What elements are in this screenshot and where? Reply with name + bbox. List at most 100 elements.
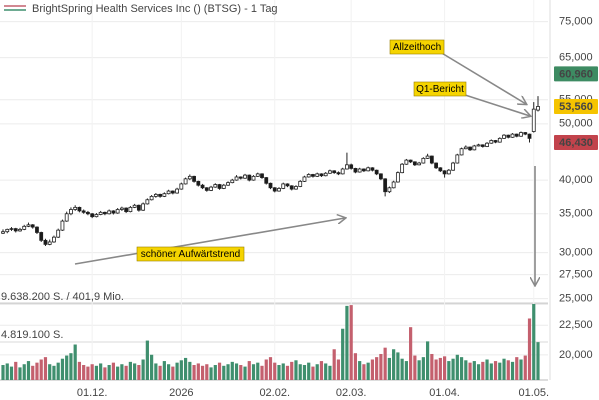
volume-bar bbox=[65, 355, 69, 380]
volume-bar bbox=[519, 359, 523, 380]
volume-bar bbox=[133, 363, 137, 380]
candle-body bbox=[387, 187, 392, 193]
candle-body bbox=[238, 176, 243, 179]
candle-body bbox=[311, 174, 315, 177]
volume-bar bbox=[43, 357, 48, 380]
volume-bar bbox=[154, 363, 158, 380]
volume-bar bbox=[14, 361, 18, 380]
candle-body bbox=[349, 164, 354, 169]
volume-bar bbox=[404, 361, 408, 380]
volume-bar bbox=[447, 361, 451, 380]
candle-body bbox=[43, 239, 48, 245]
volume-bar bbox=[99, 363, 103, 380]
candle-body bbox=[497, 137, 502, 143]
annotation: Allzeithoch bbox=[393, 42, 441, 53]
y-tick-label: 35,000 bbox=[559, 208, 593, 220]
volume-bar bbox=[409, 327, 413, 380]
candle-body bbox=[340, 168, 345, 175]
candle-body bbox=[362, 168, 366, 172]
candle-body bbox=[35, 226, 39, 233]
candle-body bbox=[192, 175, 196, 182]
price-badge-label: 60,960 bbox=[559, 68, 593, 80]
volume-bar bbox=[183, 357, 188, 380]
price-badge bbox=[554, 135, 598, 151]
annotation: Q1-Bericht bbox=[416, 84, 464, 95]
y-tick-label: 27,500 bbox=[559, 269, 593, 281]
volume-tick-label: 9.638.200 S. / 401,9 Mio. bbox=[1, 291, 124, 303]
volume-bar bbox=[145, 340, 149, 380]
candle-body bbox=[9, 228, 14, 230]
candle-body bbox=[383, 178, 388, 193]
candle-body bbox=[39, 232, 44, 241]
arrow bbox=[74, 218, 345, 265]
volume-bar bbox=[536, 342, 540, 380]
volume-bar bbox=[285, 365, 290, 380]
x-tick-label: 01.04. bbox=[429, 387, 460, 399]
volume-bar bbox=[128, 361, 132, 380]
annotation-box bbox=[136, 246, 245, 262]
volume-bar bbox=[315, 364, 319, 380]
candle-body bbox=[294, 186, 298, 190]
volume-bar bbox=[387, 357, 391, 380]
chart-title: BrightSpring Health Services Inc () (BTS… bbox=[32, 3, 278, 15]
candle-body bbox=[438, 167, 443, 172]
candle-body bbox=[162, 193, 167, 197]
volume-bar bbox=[332, 349, 336, 380]
candle-body bbox=[158, 193, 163, 197]
candle-body bbox=[251, 175, 256, 181]
candle-body bbox=[319, 173, 324, 177]
candle-body bbox=[145, 199, 150, 205]
candle-body bbox=[170, 190, 175, 194]
candle-body bbox=[153, 193, 158, 197]
candle-body bbox=[179, 183, 184, 190]
candle-body bbox=[374, 169, 379, 175]
volume-bar bbox=[1, 365, 5, 380]
candle-body bbox=[81, 210, 86, 213]
volume-bar bbox=[349, 305, 353, 380]
candle-body bbox=[336, 172, 341, 175]
candle-body bbox=[166, 190, 171, 195]
volume-bar bbox=[158, 365, 162, 380]
volume-bar bbox=[370, 359, 375, 380]
candle-body bbox=[128, 206, 133, 213]
candle-body bbox=[103, 211, 107, 215]
volume-bar bbox=[268, 357, 273, 380]
volume-bar bbox=[294, 360, 298, 380]
candle-body bbox=[94, 214, 99, 218]
candle-body bbox=[52, 236, 56, 243]
volume-bar bbox=[510, 361, 515, 380]
volume-bar bbox=[247, 361, 251, 380]
candle-body bbox=[391, 181, 396, 189]
volume-bar bbox=[273, 362, 277, 380]
candle-body bbox=[480, 144, 485, 147]
candle-body bbox=[77, 206, 82, 212]
volume-bar bbox=[472, 361, 476, 380]
volume-bar bbox=[82, 365, 86, 380]
volume-bar bbox=[22, 364, 26, 380]
candle-body bbox=[442, 170, 447, 175]
volume-bar bbox=[188, 361, 192, 380]
volume-bar bbox=[489, 363, 493, 380]
candle-body bbox=[56, 229, 61, 238]
volume-bar bbox=[103, 367, 107, 380]
y-tick-label: 65,000 bbox=[559, 52, 593, 64]
candle-body bbox=[493, 140, 498, 143]
volume-bar bbox=[86, 366, 90, 380]
volume-bar bbox=[358, 361, 362, 380]
candle-body bbox=[60, 220, 65, 231]
volume-bar bbox=[56, 362, 60, 380]
volume-bar bbox=[124, 365, 128, 380]
candle-body bbox=[451, 162, 455, 171]
candle-body bbox=[200, 184, 205, 189]
candle-body bbox=[183, 178, 188, 185]
candle-body bbox=[132, 204, 137, 208]
volume-bar bbox=[166, 364, 171, 380]
volume-bar bbox=[515, 357, 519, 380]
volume-bar bbox=[18, 367, 22, 380]
volume-bar bbox=[400, 358, 404, 380]
volume-bar bbox=[94, 365, 99, 380]
volume-bar bbox=[5, 363, 9, 380]
candle-body bbox=[463, 146, 468, 150]
candle-body bbox=[485, 142, 489, 147]
x-tick-label: 02.02. bbox=[259, 387, 290, 399]
